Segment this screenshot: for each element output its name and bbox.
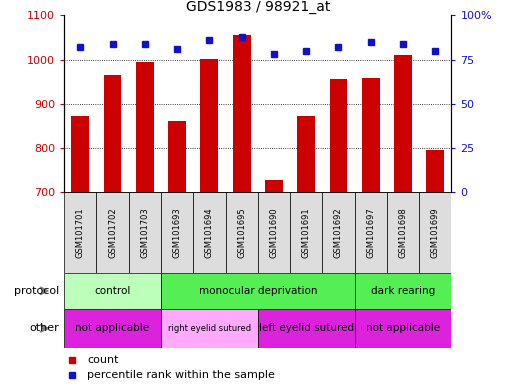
Bar bbox=[71, 116, 89, 192]
Bar bbox=[168, 121, 186, 192]
Bar bbox=[64, 192, 96, 273]
Text: dark rearing: dark rearing bbox=[371, 286, 435, 296]
Text: left eyelid sutured: left eyelid sutured bbox=[259, 323, 354, 333]
Text: GSM101692: GSM101692 bbox=[334, 207, 343, 258]
Bar bbox=[201, 59, 218, 192]
Bar bbox=[426, 150, 444, 192]
Bar bbox=[104, 74, 122, 192]
Bar bbox=[258, 309, 354, 348]
Text: GSM101691: GSM101691 bbox=[302, 207, 311, 258]
Bar bbox=[161, 192, 193, 273]
Text: GSM101701: GSM101701 bbox=[76, 207, 85, 258]
Bar bbox=[64, 309, 161, 348]
Bar bbox=[354, 273, 451, 309]
Text: monocular deprivation: monocular deprivation bbox=[199, 286, 317, 296]
Bar bbox=[290, 192, 322, 273]
Bar bbox=[96, 192, 129, 273]
Text: GSM101694: GSM101694 bbox=[205, 207, 214, 258]
Bar bbox=[161, 309, 258, 348]
Text: count: count bbox=[87, 355, 119, 365]
Text: GSM101703: GSM101703 bbox=[141, 207, 149, 258]
Title: GDS1983 / 98921_at: GDS1983 / 98921_at bbox=[186, 0, 330, 14]
Bar bbox=[233, 35, 250, 192]
Bar bbox=[129, 192, 161, 273]
Bar bbox=[322, 192, 354, 273]
Bar bbox=[354, 192, 387, 273]
Bar bbox=[354, 309, 451, 348]
Bar bbox=[226, 192, 258, 273]
Text: not applicable: not applicable bbox=[75, 323, 150, 333]
Text: GSM101690: GSM101690 bbox=[269, 207, 279, 258]
Bar bbox=[265, 180, 283, 192]
Bar bbox=[419, 192, 451, 273]
Bar bbox=[298, 116, 315, 192]
Bar bbox=[362, 78, 380, 192]
Bar bbox=[394, 55, 412, 192]
Text: GSM101699: GSM101699 bbox=[431, 207, 440, 258]
Text: GSM101697: GSM101697 bbox=[366, 207, 375, 258]
Bar bbox=[64, 273, 161, 309]
Text: right eyelid sutured: right eyelid sutured bbox=[168, 324, 251, 333]
Bar bbox=[329, 78, 347, 192]
Text: protocol: protocol bbox=[14, 286, 59, 296]
Text: GSM101702: GSM101702 bbox=[108, 207, 117, 258]
Text: GSM101693: GSM101693 bbox=[172, 207, 182, 258]
Text: GSM101695: GSM101695 bbox=[237, 207, 246, 258]
Bar bbox=[387, 192, 419, 273]
Text: other: other bbox=[29, 323, 59, 333]
Text: control: control bbox=[94, 286, 131, 296]
Bar bbox=[193, 192, 226, 273]
Bar bbox=[258, 192, 290, 273]
Text: percentile rank within the sample: percentile rank within the sample bbox=[87, 370, 275, 381]
Bar bbox=[136, 62, 154, 192]
Text: not applicable: not applicable bbox=[366, 323, 440, 333]
Bar bbox=[161, 273, 354, 309]
Text: GSM101698: GSM101698 bbox=[399, 207, 407, 258]
